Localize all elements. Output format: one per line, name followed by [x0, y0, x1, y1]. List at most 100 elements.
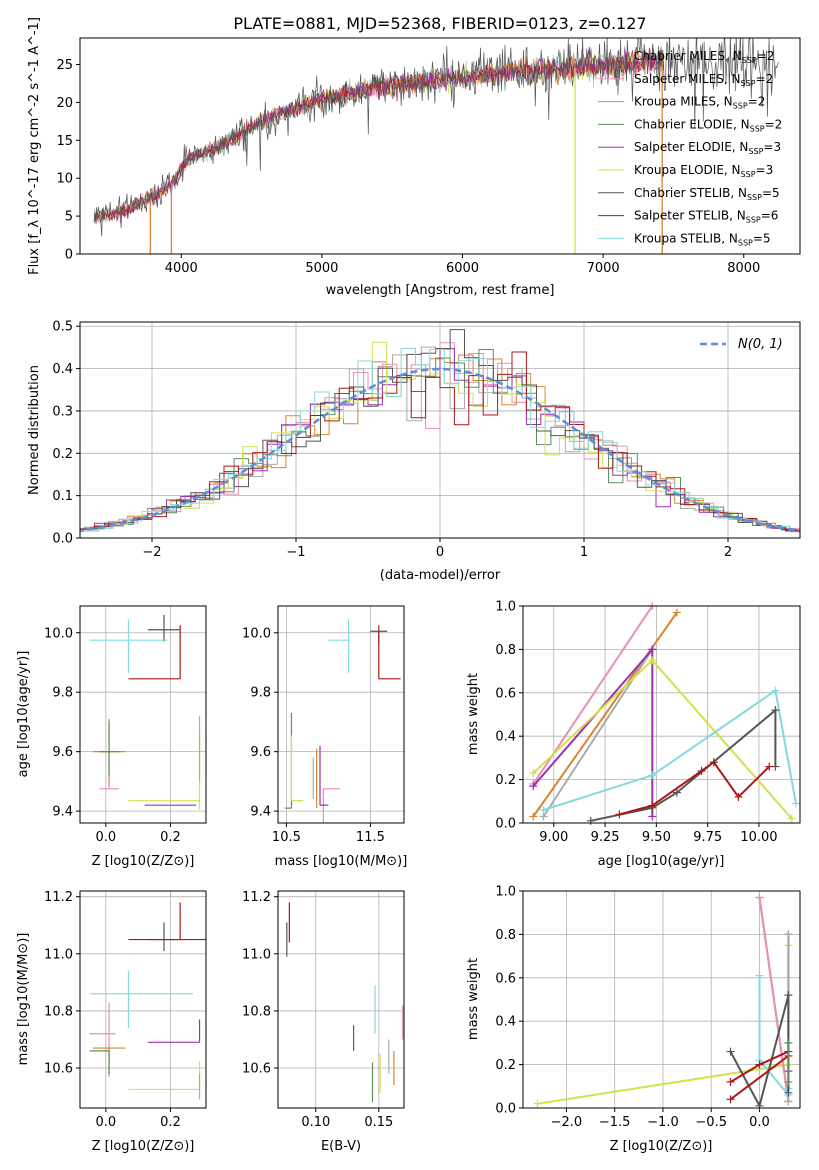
mass-vs-Z-frame: [79, 890, 207, 1109]
legend-subscript: SSP: [738, 238, 753, 247]
legend-count: =2: [765, 117, 783, 131]
histogram-kroupa-stelib: [80, 347, 800, 533]
x-tick-label: −2: [142, 545, 161, 560]
age-vs-mass-xlabel: mass [log10(M/M⊙)]: [275, 854, 408, 869]
weight-marker: [709, 758, 718, 767]
weight-marker: [784, 1038, 793, 1047]
mass-vs-ebv-frame: [277, 890, 405, 1109]
weight-marker: [648, 656, 657, 665]
x-tick-label: 2: [724, 545, 732, 560]
legend-label: Salpeter MILES, NSSP=2: [634, 72, 773, 88]
y-tick-label: 9.4: [52, 805, 73, 820]
mass-vs-Z-plot: 0.0 0.2 10.6 10.8 11.0 11.2: [44, 890, 206, 1130]
legend-label: Salpeter STELIB, NSSP=6: [634, 209, 778, 225]
age-vs-mass-panel: 10.5 11.5 9.4 9.6 9.8 10.0 mass [log10(M/M⊙)]: [242, 605, 408, 869]
x-tick-label: 10.5: [272, 830, 301, 845]
y-tick-label: 11.0: [44, 947, 73, 962]
x-tick-label: 0: [436, 545, 444, 560]
mass-vs-ebv-xlabel: E(B-V): [321, 1139, 361, 1154]
legend-label: Kroupa STELIB, NSSP=5: [634, 231, 771, 247]
x-tick-label: 9.75: [693, 830, 722, 845]
weight-marker: [648, 771, 657, 780]
histogram-salpeter-stelib: [80, 351, 800, 532]
weight-marker: [672, 788, 681, 797]
x-tick-label: 0.0: [96, 1115, 117, 1130]
legend-count: =6: [761, 209, 779, 223]
mass-vs-Z-ylabel: mass [log10(M/M⊙)]: [16, 933, 31, 1066]
y-tick-label: 10.6: [242, 1062, 271, 1077]
y-tick-label: 0.0: [495, 817, 516, 832]
weight-marker: [672, 608, 681, 617]
x-tick-label: 7000: [587, 261, 620, 276]
weight-marker: [648, 812, 657, 821]
legend-subscript: SSP: [741, 79, 756, 88]
residuals-plot: −2 −1 0 1 2 0.0 0.1 0.2 0.3 0.4 0.5: [52, 320, 800, 560]
y-tick-label: 9.6: [250, 745, 271, 760]
mass-weight-vs-Z-panel: −2.0 −1.5 −1.0 −0.5 0.0 0.0 0.2 0.4 0.6 0.8 1.0 Z …: [466, 885, 801, 1154]
weight-marker: [529, 782, 538, 791]
weight-marker: [529, 769, 538, 778]
weight-marker: [755, 1060, 764, 1069]
weight-marker: [648, 801, 657, 810]
y-tick-label: 11.0: [242, 947, 271, 962]
x-tick-label: 5000: [305, 261, 338, 276]
legend-label: Chabrier ELODIE, NSSP=2: [634, 117, 782, 133]
weight-marker: [539, 805, 548, 814]
weight-marker: [784, 1077, 793, 1086]
x-tick-label: −0.5: [695, 1115, 727, 1130]
x-tick-label: 4000: [165, 261, 198, 276]
y-tick-label: 5: [65, 210, 73, 225]
weight-marker: [784, 991, 793, 1000]
residuals-panel: −2 −1 0 1 2 0.0 0.1 0.2 0.3 0.4 0.5 (data-model)/e…: [27, 320, 801, 583]
y-tick-label: 25: [56, 58, 73, 73]
y-tick-label: 1.0: [495, 600, 516, 615]
weight-line-salpeter-miles: [758, 897, 790, 1102]
spectrum-panel: 4000 5000 6000 7000 8000 0 5 10 15 20 25 wavelengt…: [27, 17, 801, 298]
legend-normal-label: N(0, 1): [738, 337, 783, 352]
weight-marker: [615, 810, 624, 819]
mass-vs-ebv-plot: 0.10 0.15 10.6 10.8 11.0 11.2: [242, 890, 404, 1130]
legend-subscript: SSP: [746, 216, 761, 225]
mass-vs-ebv-panel: 0.10 0.15 10.6 10.8 11.0 11.2 E(B-V): [242, 890, 405, 1154]
legend-label: Chabrier MILES, NSSP=2: [634, 49, 774, 65]
x-tick-label: −1: [286, 545, 305, 560]
weight-marker: [726, 1095, 735, 1104]
mass-weight-vs-Z-ylabel: mass weight: [466, 958, 481, 1040]
age-vs-Z-panel: 0.0 0.2 9.4 9.6 9.8 10.0 Z [log10(Z/Z⊙)] age …: [16, 605, 207, 869]
y-tick-label: 10.8: [242, 1004, 271, 1019]
weight-marker: [765, 762, 774, 771]
legend-label: Kroupa MILES, NSSP=2: [634, 95, 765, 111]
y-tick-label: 0.4: [495, 730, 516, 745]
weight-marker: [755, 1101, 764, 1110]
x-tick-label: 6000: [446, 261, 479, 276]
mass-weight-vs-Z-frame: [522, 890, 801, 1109]
weight-marker: [755, 971, 764, 980]
x-tick-label: 9.00: [539, 830, 568, 845]
legend-label: Kroupa ELODIE, NSSP=3: [634, 163, 773, 179]
weight-marker: [771, 706, 780, 715]
age-vs-Z-plot: 0.0 0.2 9.4 9.6 9.8 10.0: [44, 606, 206, 845]
spectrum-plot: 4000 5000 6000 7000 8000 0 5 10 15 20 25: [56, 38, 779, 276]
legend-label: Chabrier STELIB, NSSP=5: [634, 186, 780, 202]
weight-marker: [586, 816, 595, 825]
weight-marker: [784, 930, 793, 939]
x-tick-label: 0.2: [160, 830, 181, 845]
y-tick-label: 9.8: [250, 686, 271, 701]
y-tick-label: 0.8: [495, 928, 516, 943]
weight-marker: [784, 1088, 793, 1097]
x-tick-label: 0.0: [96, 830, 117, 845]
y-tick-label: 9.8: [52, 686, 73, 701]
y-tick-label: 0.5: [52, 320, 73, 335]
x-tick-label: 1: [580, 545, 588, 560]
residuals-legend: N(0, 1): [700, 337, 783, 352]
x-tick-label: 8000: [727, 261, 760, 276]
x-tick-label: 10.00: [740, 830, 777, 845]
mass-vs-Z-panel: 0.0 0.2 10.6 10.8 11.0 11.2 Z [log10(Z/Z⊙)] m…: [16, 890, 207, 1154]
weight-marker: [697, 766, 706, 775]
y-tick-label: 1.0: [495, 885, 516, 900]
y-tick-label: 0.4: [52, 362, 73, 377]
legend-subscript: SSP: [748, 147, 763, 156]
mass-weight-vs-age-xlabel: age [log10(age/yr)]: [598, 854, 725, 869]
mass-weight-vs-Z-xlabel: Z [log10(Z/Z⊙)]: [610, 1139, 713, 1154]
